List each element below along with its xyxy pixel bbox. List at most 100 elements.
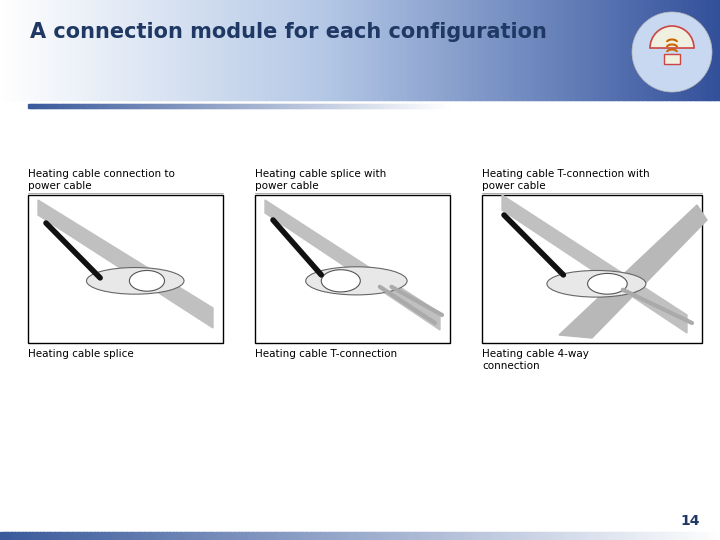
Bar — [689, 0, 692, 100]
Bar — [431, 104, 434, 108]
Bar — [261, 0, 265, 100]
Bar — [475, 0, 479, 100]
Bar — [652, 532, 656, 540]
Bar — [192, 104, 195, 108]
Bar — [216, 532, 220, 540]
Bar — [318, 104, 321, 108]
Bar — [463, 0, 467, 100]
Bar — [349, 104, 352, 108]
Bar — [127, 0, 130, 100]
Bar — [351, 0, 354, 100]
Bar — [451, 0, 454, 100]
Bar — [322, 0, 325, 100]
Bar — [307, 104, 310, 108]
Bar — [223, 104, 226, 108]
Bar — [38, 104, 42, 108]
Bar — [164, 104, 168, 108]
Bar — [454, 532, 458, 540]
Bar — [634, 532, 638, 540]
Bar — [621, 0, 625, 100]
Bar — [63, 0, 66, 100]
Bar — [698, 532, 703, 540]
Bar — [270, 532, 274, 540]
Bar — [374, 0, 378, 100]
Bar — [558, 532, 562, 540]
Bar — [168, 0, 171, 100]
Bar — [360, 532, 364, 540]
Bar — [277, 532, 282, 540]
Bar — [415, 104, 418, 108]
Bar — [475, 532, 480, 540]
Bar — [410, 532, 415, 540]
Bar — [623, 532, 627, 540]
Bar — [70, 0, 73, 100]
Bar — [528, 0, 531, 100]
Bar — [636, 0, 639, 100]
Bar — [45, 0, 49, 100]
Bar — [559, 0, 562, 100]
Bar — [37, 104, 40, 108]
Bar — [490, 0, 493, 100]
Bar — [389, 532, 393, 540]
Bar — [245, 532, 249, 540]
Bar — [25, 532, 30, 540]
Bar — [366, 104, 369, 108]
Bar — [267, 104, 271, 108]
Bar — [437, 0, 440, 100]
Bar — [493, 532, 498, 540]
Bar — [144, 532, 148, 540]
Bar — [335, 532, 339, 540]
Bar — [353, 532, 357, 540]
Bar — [389, 0, 392, 100]
Bar — [521, 0, 524, 100]
Bar — [198, 104, 201, 108]
Bar — [336, 0, 339, 100]
Bar — [333, 104, 336, 108]
Bar — [288, 532, 292, 540]
Bar — [581, 0, 584, 100]
Bar — [646, 0, 649, 100]
Bar — [436, 532, 440, 540]
Bar — [450, 532, 454, 540]
Bar — [715, 0, 719, 100]
Bar — [499, 0, 503, 100]
Bar — [420, 0, 423, 100]
Bar — [212, 532, 217, 540]
Bar — [526, 532, 530, 540]
Bar — [662, 532, 667, 540]
Bar — [562, 532, 566, 540]
Text: A connection module for each configuration: A connection module for each configurati… — [30, 22, 547, 42]
Bar — [637, 532, 642, 540]
Bar — [536, 532, 541, 540]
Bar — [693, 0, 697, 100]
Bar — [110, 0, 114, 100]
Bar — [297, 0, 301, 100]
Bar — [196, 104, 199, 108]
Bar — [253, 104, 256, 108]
Bar — [358, 0, 361, 100]
Bar — [2, 0, 6, 100]
Bar — [594, 532, 598, 540]
Bar — [106, 0, 109, 100]
Bar — [286, 0, 289, 100]
Bar — [14, 532, 19, 540]
Bar — [391, 104, 395, 108]
Bar — [428, 532, 433, 540]
Bar — [432, 0, 436, 100]
Bar — [103, 0, 107, 100]
Bar — [99, 0, 102, 100]
Bar — [145, 104, 149, 108]
Bar — [317, 532, 321, 540]
Bar — [302, 532, 307, 540]
Bar — [572, 532, 577, 540]
Bar — [603, 0, 606, 100]
Bar — [230, 0, 234, 100]
Bar — [716, 532, 720, 540]
Bar — [385, 104, 388, 108]
Bar — [709, 532, 714, 540]
Bar — [338, 0, 342, 100]
Bar — [130, 0, 133, 100]
Bar — [393, 104, 397, 108]
Bar — [265, 104, 269, 108]
Bar — [454, 0, 457, 100]
